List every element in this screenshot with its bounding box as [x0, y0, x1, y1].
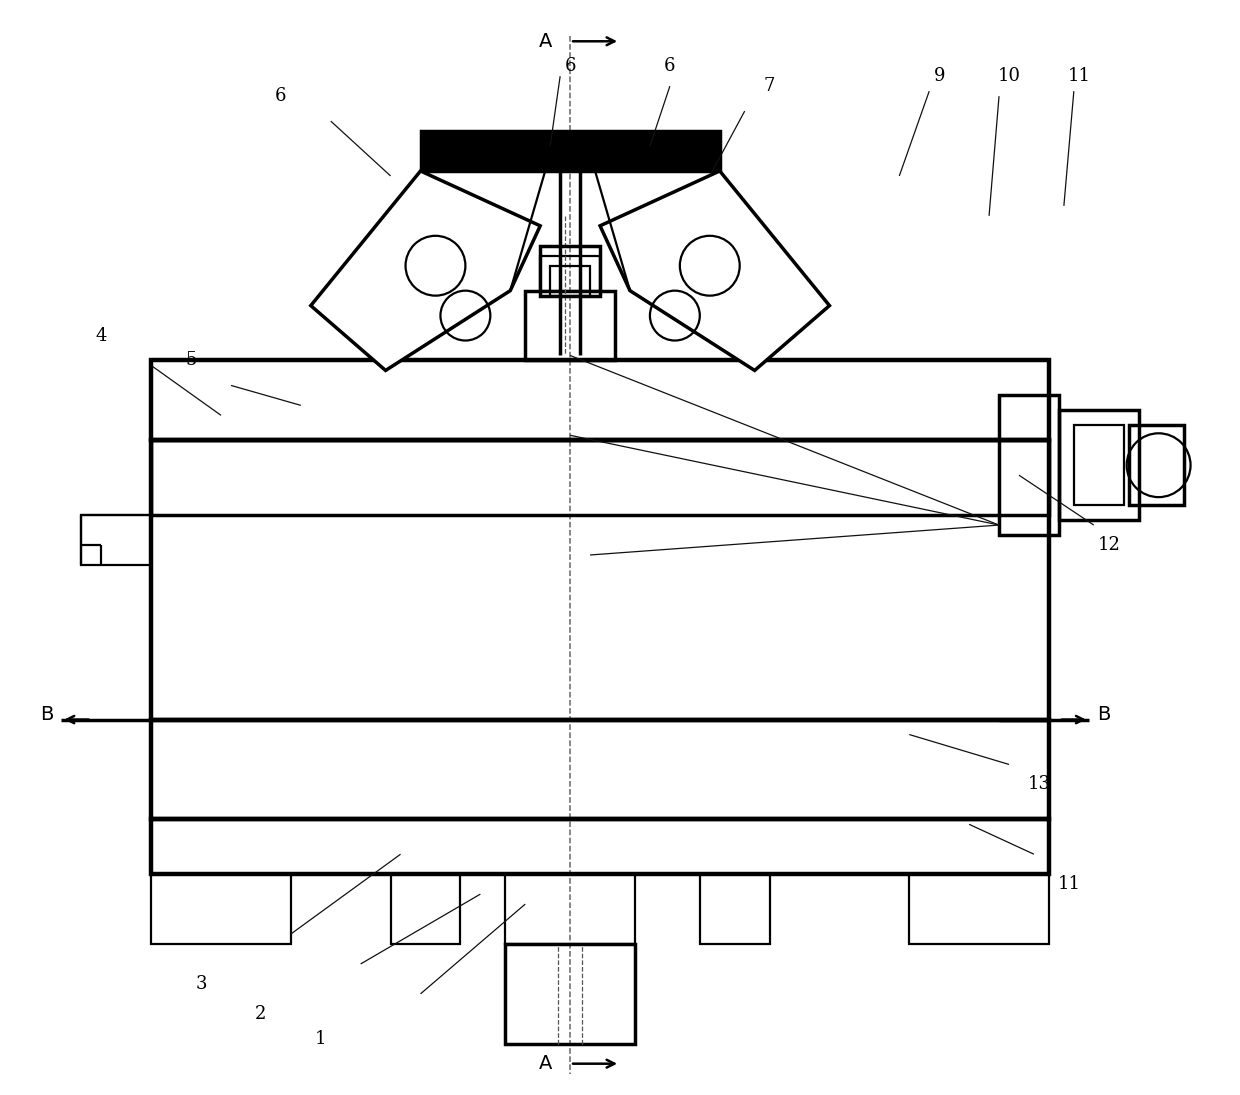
- Bar: [526, 290, 615, 360]
- Bar: [551, 266, 590, 296]
- Text: 7: 7: [764, 77, 775, 95]
- Bar: [1128, 425, 1183, 505]
- Text: 10: 10: [997, 67, 1021, 85]
- Text: 1: 1: [315, 1029, 326, 1048]
- Text: 2: 2: [255, 1005, 267, 1023]
- Text: 12: 12: [1097, 537, 1120, 554]
- Bar: [420, 131, 719, 171]
- Bar: [699, 874, 770, 944]
- Text: B: B: [40, 705, 53, 724]
- Bar: [151, 440, 1049, 719]
- Polygon shape: [600, 171, 830, 370]
- Text: 5: 5: [186, 351, 197, 369]
- Bar: [1059, 411, 1138, 520]
- Bar: [82, 515, 151, 565]
- Bar: [1074, 425, 1123, 505]
- Bar: [505, 874, 635, 944]
- Text: A: A: [539, 32, 552, 50]
- Bar: [999, 395, 1059, 535]
- Text: A: A: [539, 1054, 552, 1073]
- Polygon shape: [311, 171, 541, 370]
- Text: 4: 4: [95, 326, 107, 345]
- Bar: [151, 819, 1049, 874]
- Bar: [151, 440, 1049, 515]
- Bar: [151, 719, 1049, 819]
- Text: B: B: [1097, 705, 1111, 724]
- Text: 3: 3: [196, 975, 207, 993]
- Bar: [505, 944, 635, 1044]
- Text: 13: 13: [1028, 775, 1050, 794]
- Text: 6: 6: [564, 57, 575, 76]
- Text: 6: 6: [665, 57, 676, 76]
- Bar: [151, 874, 291, 944]
- Text: 11: 11: [1068, 67, 1090, 85]
- Text: 9: 9: [934, 67, 945, 85]
- Text: 6: 6: [275, 88, 286, 105]
- Text: 11: 11: [1058, 875, 1080, 894]
- Bar: [541, 256, 600, 290]
- Bar: [391, 874, 460, 944]
- Bar: [909, 874, 1049, 944]
- Bar: [151, 360, 1049, 440]
- Bar: [541, 245, 600, 296]
